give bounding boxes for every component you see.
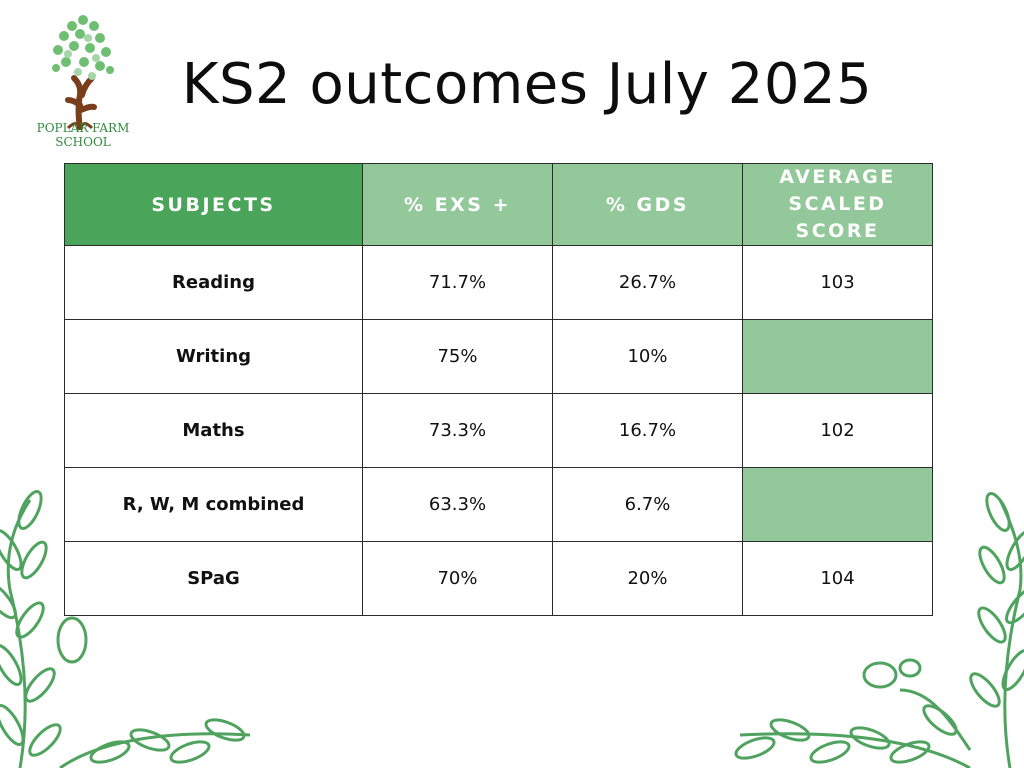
logo-line-2: SCHOOL	[55, 135, 111, 149]
subject-cell: Reading	[64, 245, 363, 320]
right-vine-decoration	[734, 492, 1024, 768]
header-avg-line-2: SCALED SCORE	[788, 193, 887, 242]
avg-cell: 102	[742, 393, 933, 468]
header-avg-line-1: AVERAGE	[779, 166, 896, 188]
gds-cell: 20%	[552, 541, 743, 616]
header-gds: % GDS	[552, 163, 743, 246]
gds-cell: 10%	[552, 319, 743, 394]
table-row: Writing 75% 10%	[64, 319, 933, 394]
header-exs: % EXS +	[362, 163, 553, 246]
table-row: Reading 71.7% 26.7% 103	[64, 245, 933, 320]
avg-cell-shaded	[742, 467, 933, 542]
table-row: Maths 73.3% 16.7% 102	[64, 393, 933, 468]
header-subjects: SUBJECTS	[64, 163, 363, 246]
page-title: KS2 outcomes July 2025	[181, 52, 873, 117]
table-row: R, W, M combined 63.3% 6.7%	[64, 467, 933, 542]
subject-cell: SPaG	[64, 541, 363, 616]
table-header-row: SUBJECTS % EXS + % GDS AVERAGE SCALED SC…	[64, 163, 933, 246]
subject-cell: R, W, M combined	[64, 467, 363, 542]
exs-cell: 75%	[362, 319, 553, 394]
left-vine-decoration	[0, 490, 251, 768]
table-row: SPaG 70% 20% 104	[64, 541, 933, 616]
subject-cell: Maths	[64, 393, 363, 468]
tree-icon	[52, 15, 114, 131]
school-logo: POPLAR FARM SCHOOL	[28, 10, 138, 158]
subject-cell: Writing	[64, 319, 363, 394]
header-average-scaled-score: AVERAGE SCALED SCORE	[742, 163, 933, 246]
exs-cell: 71.7%	[362, 245, 553, 320]
avg-cell: 104	[742, 541, 933, 616]
exs-cell: 73.3%	[362, 393, 553, 468]
avg-cell: 103	[742, 245, 933, 320]
logo-line-1: POPLAR FARM	[36, 121, 130, 135]
exs-cell: 63.3%	[362, 467, 553, 542]
gds-cell: 6.7%	[552, 467, 743, 542]
gds-cell: 26.7%	[552, 245, 743, 320]
results-table: SUBJECTS % EXS + % GDS AVERAGE SCALED SC…	[64, 163, 933, 616]
gds-cell: 16.7%	[552, 393, 743, 468]
avg-cell-shaded	[742, 319, 933, 394]
exs-cell: 70%	[362, 541, 553, 616]
